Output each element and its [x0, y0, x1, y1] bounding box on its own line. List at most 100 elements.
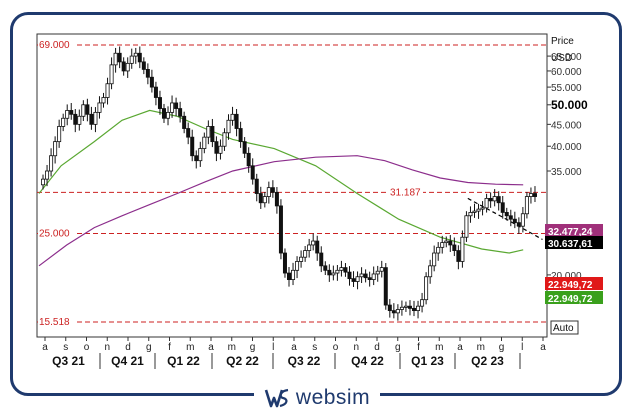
candle-body: [182, 115, 187, 129]
candle-body: [375, 270, 380, 275]
candle-body: [210, 126, 215, 143]
y-tick-label: 55.000: [551, 83, 582, 94]
month-tick-label: m: [435, 342, 443, 353]
candle-body: [343, 267, 348, 273]
auto-scale-button: [550, 320, 579, 335]
candle-body: [391, 310, 396, 314]
y-tick-label: 60.000: [551, 67, 582, 78]
candle-body: [270, 187, 275, 193]
candle-body: [428, 265, 433, 278]
candle-body: [97, 102, 102, 113]
candle-body: [206, 126, 211, 138]
candle-body: [480, 207, 485, 210]
auto-scale-label: Auto: [553, 323, 574, 334]
month-tick-label: m: [477, 342, 485, 353]
candle-body: [387, 304, 392, 312]
brand-name: websim: [295, 386, 371, 409]
candle-body: [323, 265, 328, 271]
candle-body: [125, 62, 130, 72]
candle-body: [258, 193, 263, 204]
candle-body: [133, 52, 138, 57]
month-tick-label: o: [84, 342, 90, 353]
candle-body: [476, 208, 481, 212]
y-tick-label: 35.000: [551, 167, 582, 178]
candle-body: [278, 205, 283, 254]
candle-body: [254, 178, 259, 194]
candle-body: [532, 193, 537, 197]
candle-body: [81, 104, 86, 117]
candle-body: [77, 115, 82, 125]
candle-body: [85, 104, 90, 115]
month-tick-label: n: [104, 342, 110, 353]
month-tick-label: a: [208, 342, 214, 353]
quarter-label: Q2 23: [471, 354, 504, 368]
candle-body: [178, 108, 183, 117]
candle-body: [174, 102, 179, 109]
candle-body: [218, 145, 223, 154]
month-tick-label: s: [312, 342, 317, 353]
candle-body: [45, 170, 50, 180]
candle-body: [238, 128, 243, 143]
price-badge: [545, 236, 603, 249]
axis-unit: USD: [551, 53, 572, 64]
month-tick-label: a: [457, 342, 463, 353]
price-badge: [545, 224, 603, 237]
candle-body: [468, 212, 473, 217]
candle-body: [61, 117, 66, 127]
y-tick-label: 45.000: [551, 120, 582, 131]
candle-body: [448, 240, 453, 246]
month-tick-label: f: [168, 342, 171, 353]
candle-body: [528, 193, 533, 197]
candle-body: [331, 272, 336, 276]
y-tick-label: 40.000: [551, 142, 582, 153]
candle-body: [299, 256, 304, 262]
candle-body: [295, 261, 300, 271]
brand-logo: websim: [0, 384, 634, 412]
quarter-label: Q1 22: [167, 354, 200, 368]
candle-body: [157, 97, 162, 109]
candle-body: [496, 196, 501, 204]
candle-body: [315, 240, 320, 254]
candle-body: [198, 148, 203, 162]
price-badge: [545, 277, 603, 290]
candle-body: [49, 155, 54, 172]
candle-body: [484, 197, 489, 209]
candle-body: [129, 55, 134, 64]
candle-body: [363, 273, 368, 279]
candle-body: [89, 113, 94, 125]
candle-body: [226, 119, 231, 134]
candle-body: [282, 252, 287, 274]
price-badge-label: 30.637,61: [548, 239, 593, 250]
month-tick-label: a: [42, 342, 48, 353]
reference-label-bg: [38, 314, 76, 327]
candle-body: [307, 244, 312, 251]
candle-body: [339, 267, 344, 271]
candle-body: [109, 64, 114, 85]
candle-body: [508, 215, 513, 220]
price-badge-label: 22.949,72: [548, 280, 593, 291]
candle-body: [137, 52, 142, 63]
candle-body: [327, 269, 332, 276]
candle-body: [222, 132, 227, 147]
candle-body: [359, 273, 364, 278]
candle-body: [69, 110, 74, 115]
candle-body: [291, 269, 296, 280]
month-tick-label: f: [417, 342, 420, 353]
candle-body: [399, 306, 404, 310]
candle-body: [452, 244, 457, 251]
candle-body: [234, 113, 239, 129]
month-tick-label: s: [63, 342, 68, 353]
candle-body: [262, 196, 267, 204]
candle-body: [472, 210, 477, 213]
quarter-label: Q3 22: [288, 354, 321, 368]
candle-body: [186, 128, 191, 138]
reference-label: 15.518: [39, 317, 70, 328]
candle-body: [246, 152, 251, 167]
candle-body: [524, 196, 529, 215]
month-tick-label: g: [250, 342, 256, 353]
candle-body: [420, 299, 425, 307]
y-tick-label: 65.000: [551, 52, 582, 63]
reference-label-bg: [38, 37, 76, 50]
moving-average-long-line: [38, 155, 524, 267]
reference-label: 25.000: [39, 228, 70, 239]
